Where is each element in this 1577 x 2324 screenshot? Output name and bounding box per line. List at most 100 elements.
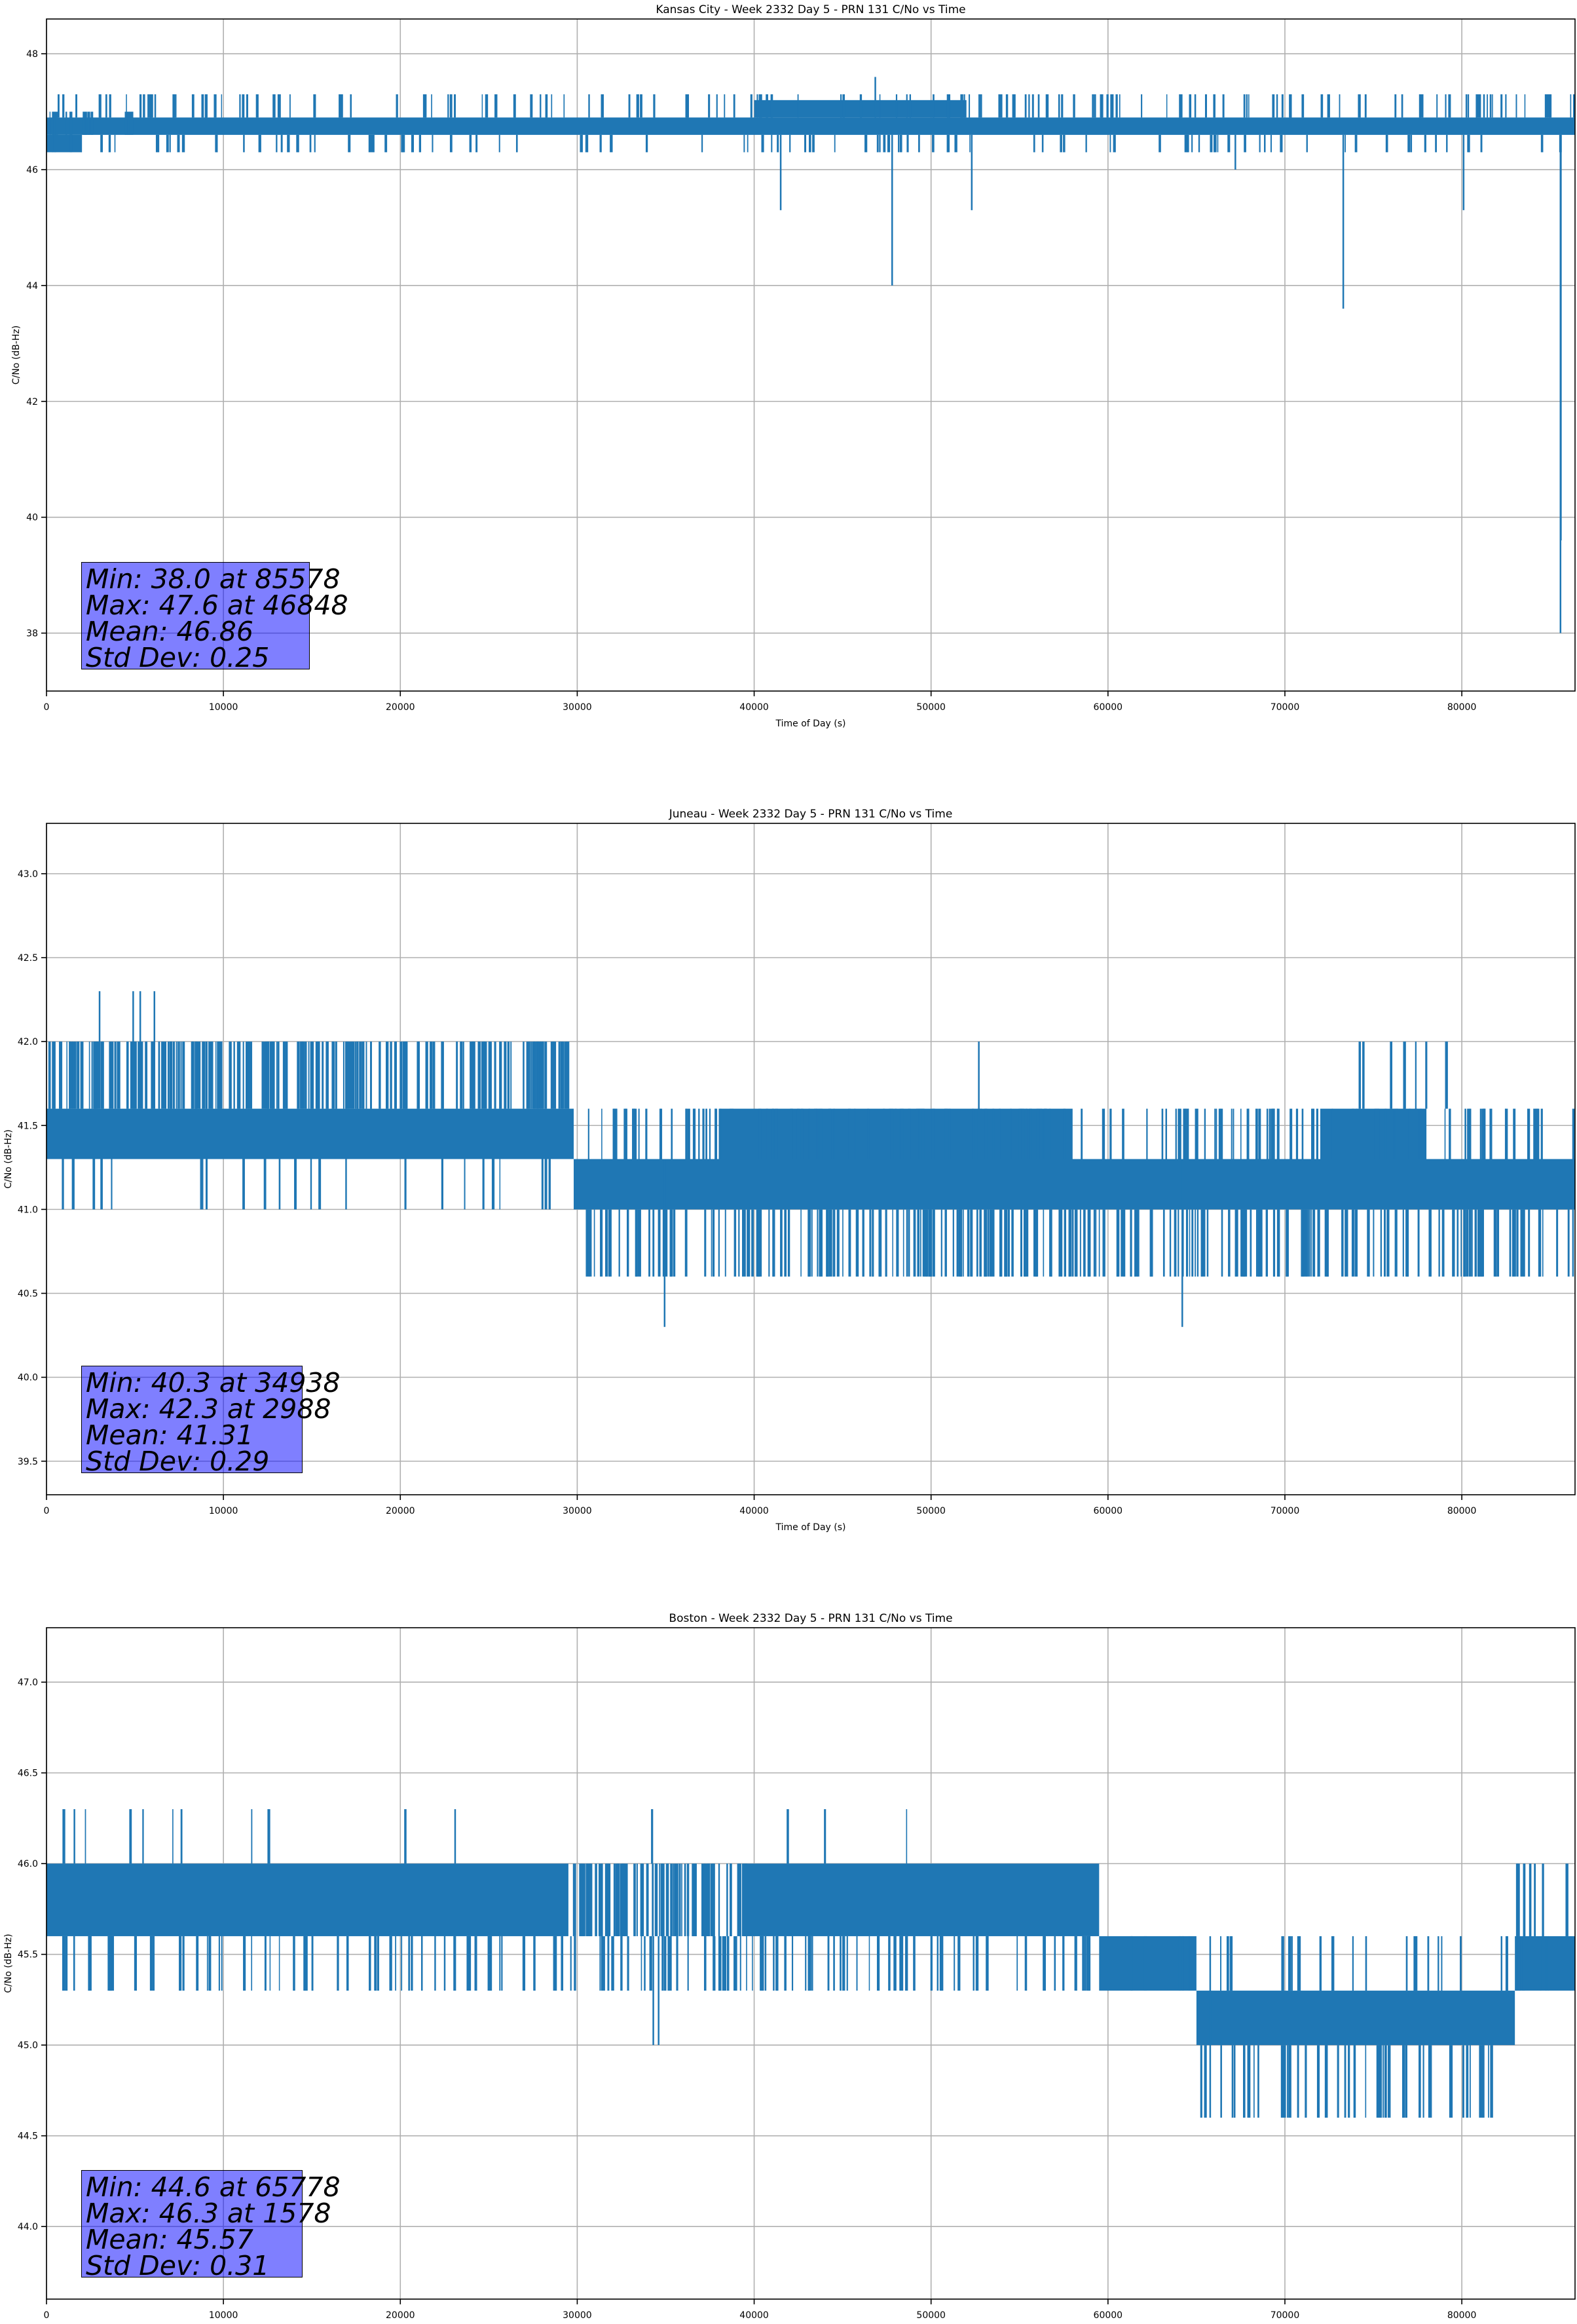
data-spike [300,1041,302,1109]
stats-line: Max: 46.3 at 1578 [86,2198,331,2229]
data-spike [69,1041,71,1109]
data-spike [77,1041,79,1109]
data-spike [807,1209,811,1277]
data-spike [652,1209,655,1277]
data-spike [477,1041,481,1109]
data-spike [88,1936,90,1991]
data-spike [636,1864,638,1936]
y-tick-label: 44.5 [18,2131,38,2142]
y-tick-label: 42 [26,397,38,407]
data-spike [1226,1936,1229,1991]
data-spike [1081,1108,1083,1159]
data-spike [1534,1864,1536,1936]
data-spike [1516,1209,1519,1277]
data-spike [1428,1209,1431,1277]
data-spike [1217,134,1219,153]
data-spike [1413,1936,1417,1991]
data-spike [585,1209,588,1277]
data-spike [1522,1936,1525,1991]
data-spike [151,1041,155,1109]
data-spike [1134,1209,1138,1277]
data-spike [826,1209,829,1277]
data-spike [1405,1936,1408,1991]
data-spike [1572,1209,1574,1277]
data-spike [1234,2045,1236,2118]
data-spike [840,1936,842,1991]
data-spike [761,134,764,153]
data-spike [246,1041,248,1109]
data-spike [555,1936,557,1991]
data-spike [709,1108,711,1159]
data-spike [640,1864,644,1936]
data-spike [539,1041,542,1109]
data-spike [1016,1936,1018,1991]
data-spike [404,1809,407,1864]
data-spike [772,1209,774,1277]
data-spike [930,1936,933,1991]
data-spike [196,1936,199,1991]
data-spike [628,94,631,118]
data-spike [162,1041,166,1109]
data-spike [1221,1209,1223,1277]
data-spike [1197,1209,1199,1277]
data-spike [272,1041,275,1109]
data-spike [195,1041,198,1109]
data-spike [832,1209,836,1277]
data-spike [66,1041,67,1109]
data-spike [52,1041,56,1109]
data-spike [710,1864,714,1936]
data-spike [154,94,157,118]
data-spike [1073,94,1075,118]
data-spike [1407,134,1411,153]
data-spike [335,1041,337,1109]
x-tick-label: 60000 [1094,1506,1123,1516]
data-spike [69,111,73,135]
data-spike [267,1041,270,1109]
data-spike [487,1936,490,1991]
data-spike [460,1041,463,1109]
data-spike [1489,94,1492,118]
data-spike [161,1041,164,1109]
data-spike [564,1041,567,1109]
data-spike [704,1864,707,1936]
data-spike [692,1864,694,1936]
data-spike [456,1041,458,1109]
data-spike [645,134,648,153]
data-spike [1106,94,1109,118]
data-spike [1130,1936,1133,1991]
data-spike [533,1936,536,1991]
data-spike [840,94,842,118]
data-spike [1415,1936,1418,1991]
data-spike [758,94,760,118]
data-spike [917,1209,920,1277]
data-spike [859,94,863,118]
data-spike [1033,1209,1036,1277]
data-spike [1218,1108,1221,1159]
data-spike [431,94,432,118]
data-spike [797,94,799,118]
data-spike [732,1108,733,1159]
data-spike [1408,1108,1411,1159]
data-spike [1191,134,1193,153]
data-spike [1255,1209,1258,1277]
data-spike [1214,1108,1215,1159]
data-spike [1523,1864,1525,1936]
data-spike [1488,2045,1489,2118]
chart-panel-3: 0 10000 20000 30000 40000 50000 60000 70000 8000… [3,1612,1576,2321]
data-spike [1201,1209,1203,1277]
data-spike [1214,134,1217,153]
data-spike [1227,134,1231,153]
data-spike [899,134,902,153]
data-spike [563,94,565,118]
data-spike [1240,1108,1242,1159]
data-spike [1556,1209,1559,1277]
data-spike [933,94,935,118]
data-spike [236,1041,240,1109]
data-spike [977,1108,980,1159]
data-spike [1018,1108,1022,1159]
data-spike [1513,1209,1516,1277]
data-spike [359,1041,362,1109]
data-spike [588,1864,591,1936]
data-spike [402,1041,405,1109]
data-spike [1184,134,1188,153]
